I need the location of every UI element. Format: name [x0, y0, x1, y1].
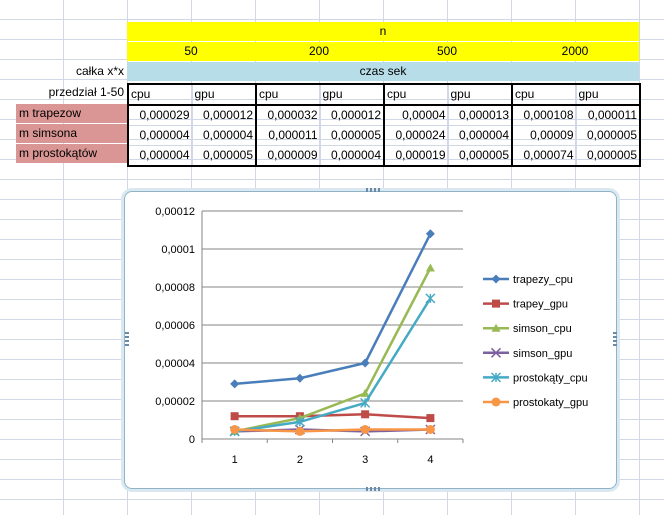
data-point-simson_cpu	[425, 263, 435, 272]
table-cell[interactable]: 0,000005	[191, 145, 257, 167]
table-cell[interactable]: 0,000013	[447, 104, 513, 126]
data-point-trapezy_cpu	[295, 373, 305, 383]
col-header-cpu[interactable]: cpu	[511, 83, 577, 106]
chart-resize-handle-bottom[interactable]	[366, 487, 382, 491]
n-value-2000[interactable]: 2000	[511, 42, 639, 61]
col-header-cpu[interactable]: cpu	[127, 83, 193, 106]
series-line-trapezy_cpu	[234, 233, 432, 386]
table-cell[interactable]: 0,000004	[447, 125, 513, 146]
data-point-prostokąty_cpu	[360, 397, 371, 408]
data-point-trapey_gpu	[361, 410, 370, 419]
table-row: 0,000004 0,000005 0,000009 0,000004 0,000019…	[127, 145, 641, 167]
header-n-cell[interactable]: n	[127, 22, 639, 41]
legend-label-simson_gpu: simson_gpu	[513, 348, 572, 360]
y-tick-label: 0,00006	[155, 320, 195, 332]
n-value-500[interactable]: 500	[383, 42, 511, 61]
data-point-prostokaty_gpu	[295, 426, 305, 436]
data-point-trapey_gpu	[426, 414, 435, 423]
x-tick-label: 2	[297, 454, 303, 466]
chart-resize-handle-left[interactable]	[125, 332, 129, 348]
legend-marker-prostokaty_gpu	[491, 397, 501, 407]
table-cell[interactable]: 0,000009	[255, 145, 321, 167]
table-cell[interactable]: 0,000004	[127, 125, 193, 146]
x-tick-label: 3	[362, 454, 368, 466]
table-cell[interactable]: 0,000011	[575, 104, 641, 126]
legend-label-trapezy_cpu: trapezy_cpu	[513, 274, 573, 286]
legend-label-simson_cpu: simson_cpu	[513, 323, 572, 335]
n-value-200[interactable]: 200	[255, 42, 383, 61]
legend-label-prostokąty_cpu: prostokąty_cpu	[513, 372, 588, 384]
table-row: 0,000004 0,000004 0,000011 0,000005 0,000024…	[127, 125, 641, 146]
data-point-prostokąty_cpu	[425, 293, 436, 304]
col-header-gpu[interactable]: gpu	[447, 83, 513, 106]
col-header-gpu[interactable]: gpu	[575, 83, 641, 106]
y-tick-label: 0,00008	[155, 282, 195, 294]
data-point-trapezy_cpu	[425, 229, 435, 239]
legend-marker-trapezy_cpu	[491, 274, 501, 284]
results-table: cpu gpu cpu gpu cpu gpu cpu gpu 0,000029 0,000012…	[127, 83, 641, 167]
table-cell[interactable]: 0,000074	[511, 145, 577, 167]
row-label-trapezow[interactable]: m trapezow	[16, 104, 127, 123]
y-tick-label: 0,00004	[155, 358, 195, 370]
label-calka[interactable]: całka x*x	[75, 64, 124, 78]
table-cell[interactable]: 0,000024	[383, 125, 449, 146]
data-point-prostokąty_cpu	[294, 416, 305, 427]
data-point-trapey_gpu	[230, 412, 239, 421]
y-tick-label: 0	[189, 434, 195, 446]
legend-marker-prostokąty_cpu	[490, 372, 502, 383]
data-point-trapezy_cpu	[230, 379, 240, 389]
series-line-prostokaty_gpu	[234, 428, 431, 433]
data-point-prostokaty_gpu	[230, 425, 240, 434]
data-point-prostokaty_gpu	[360, 425, 370, 434]
y-tick-label: 0,0001	[161, 244, 195, 256]
series-line-simson_cpu	[234, 267, 432, 433]
chart-resize-handle-top[interactable]	[366, 188, 382, 192]
table-header-row: cpu gpu cpu gpu cpu gpu cpu gpu	[127, 83, 641, 106]
table-cell[interactable]: 0,000004	[191, 125, 257, 146]
col-header-cpu[interactable]: cpu	[383, 83, 449, 106]
table-cell[interactable]: 0,000005	[447, 145, 513, 167]
table-row: 0,000029 0,000012 0,000032 0,000012 0,00004 0…	[127, 104, 641, 126]
col-header-cpu[interactable]: cpu	[255, 83, 321, 106]
chart-resize-handle-right[interactable]	[613, 332, 617, 348]
data-point-simson_cpu	[360, 388, 370, 397]
x-tick-label: 4	[427, 454, 433, 466]
table-cell[interactable]: 0,00009	[511, 125, 577, 146]
y-tick-label: 0,00002	[155, 396, 195, 408]
legend-marker-trapey_gpu	[492, 299, 500, 308]
data-point-prostokaty_gpu	[425, 425, 435, 434]
col-header-gpu[interactable]: gpu	[191, 83, 257, 106]
series-line-prostokąty_cpu	[234, 297, 432, 433]
series-line-trapey_gpu	[234, 413, 431, 420]
legend-label-prostokaty_gpu: prostokaty_gpu	[513, 397, 588, 409]
table-cell[interactable]: 0,000012	[191, 104, 257, 126]
y-tick-label: 0,00012	[155, 206, 195, 218]
table-cell[interactable]: 0,000004	[319, 145, 385, 167]
table-cell[interactable]: 0,000005	[575, 145, 641, 167]
n-value-50[interactable]: 50	[127, 42, 255, 61]
row-label-simsona[interactable]: m simsona	[16, 124, 127, 143]
table-cell[interactable]: 0,000004	[127, 145, 193, 167]
label-przedzial[interactable]: przedział 1-50	[48, 85, 124, 99]
data-point-trapezy_cpu	[360, 358, 370, 368]
label-czas-sek[interactable]: czas sek	[127, 62, 639, 81]
row-label-prostokatow[interactable]: m prostokątów	[16, 144, 127, 163]
legend-marker-simson_gpu	[490, 347, 502, 358]
col-header-gpu[interactable]: gpu	[319, 83, 385, 106]
table-cell[interactable]: 0,000005	[319, 125, 385, 146]
table-cell[interactable]: 0,000019	[383, 145, 449, 167]
legend-marker-simson_cpu	[491, 323, 501, 332]
table-cell[interactable]: 0,000108	[511, 104, 577, 126]
legend-label-trapey_gpu: trapey_gpu	[513, 299, 568, 311]
x-tick-label: 1	[232, 454, 238, 466]
table-cell[interactable]: 0,000005	[575, 125, 641, 146]
